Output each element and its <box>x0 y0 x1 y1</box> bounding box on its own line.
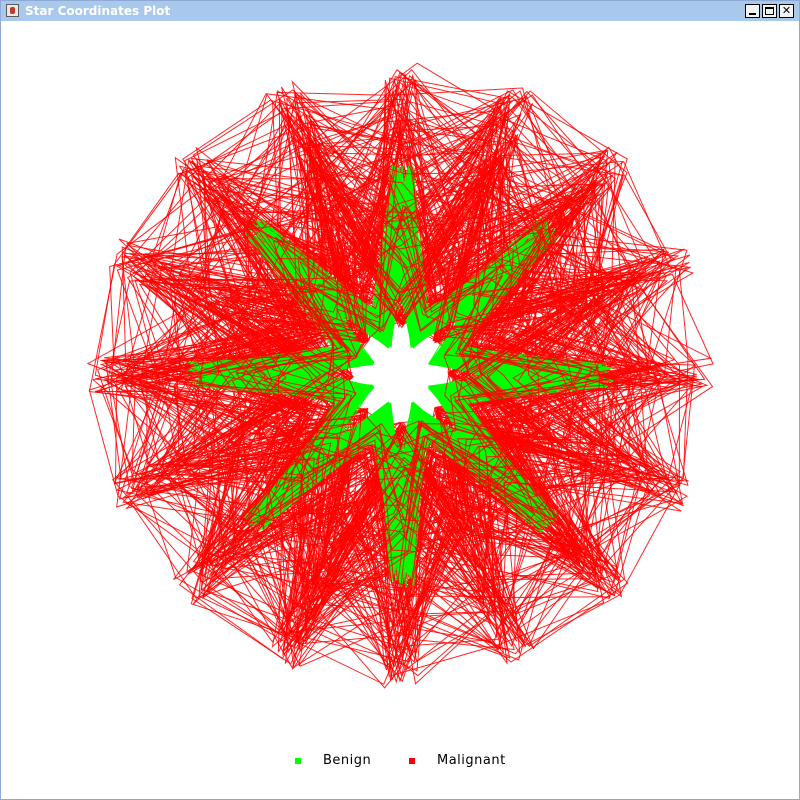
record-malignant <box>166 185 514 677</box>
series-malignant <box>86 62 709 684</box>
close-icon: ✕ <box>781 4 792 17</box>
record-malignant <box>235 154 601 666</box>
record-malignant <box>184 125 502 663</box>
legend-swatch-malignant <box>409 758 415 764</box>
record-malignant <box>114 123 679 591</box>
record-malignant <box>231 149 608 649</box>
record-malignant <box>244 194 571 658</box>
title-bar[interactable]: Star Coordinates Plot ✕ <box>1 1 799 21</box>
record-malignant <box>163 207 641 613</box>
record-malignant <box>187 182 585 606</box>
close-button[interactable]: ✕ <box>779 4 794 18</box>
record-malignant <box>88 103 641 574</box>
record-malignant <box>200 214 654 597</box>
record-malignant <box>114 150 644 681</box>
record-malignant <box>131 98 665 681</box>
window-title: Star Coordinates Plot <box>25 4 171 18</box>
minimize-icon <box>749 13 756 15</box>
minimize-button[interactable] <box>745 4 760 18</box>
record-malignant <box>123 209 624 589</box>
plot-area <box>1 22 799 799</box>
record-malignant <box>121 159 561 669</box>
record-malignant <box>118 118 617 624</box>
record-malignant <box>268 148 684 643</box>
record-malignant <box>147 114 644 660</box>
record-malignant <box>233 138 566 652</box>
legend-label-malignant: Malignant <box>437 753 506 768</box>
legend-label-benign: Benign <box>323 753 372 768</box>
record-malignant <box>115 161 648 637</box>
record-malignant <box>134 168 618 623</box>
star-coordinates-plot <box>86 62 714 689</box>
record-malignant <box>113 80 606 608</box>
java-app-icon[interactable] <box>6 4 19 17</box>
record-malignant <box>208 181 616 656</box>
record-malignant <box>129 217 709 651</box>
maximize-button[interactable] <box>762 4 777 18</box>
record-malignant <box>174 164 582 667</box>
record-malignant <box>136 164 685 499</box>
record-malignant <box>199 155 691 523</box>
record-malignant <box>253 115 640 569</box>
record-malignant <box>190 93 593 642</box>
record-malignant <box>149 172 577 536</box>
legend-swatch-benign <box>295 758 301 764</box>
record-malignant <box>149 115 625 643</box>
maximize-icon <box>765 7 774 15</box>
record-malignant <box>116 90 591 684</box>
record-malignant <box>210 129 695 547</box>
record-malignant <box>138 90 628 648</box>
record-malignant <box>231 160 671 669</box>
record-malignant <box>132 62 655 628</box>
series-malignant <box>88 68 714 689</box>
